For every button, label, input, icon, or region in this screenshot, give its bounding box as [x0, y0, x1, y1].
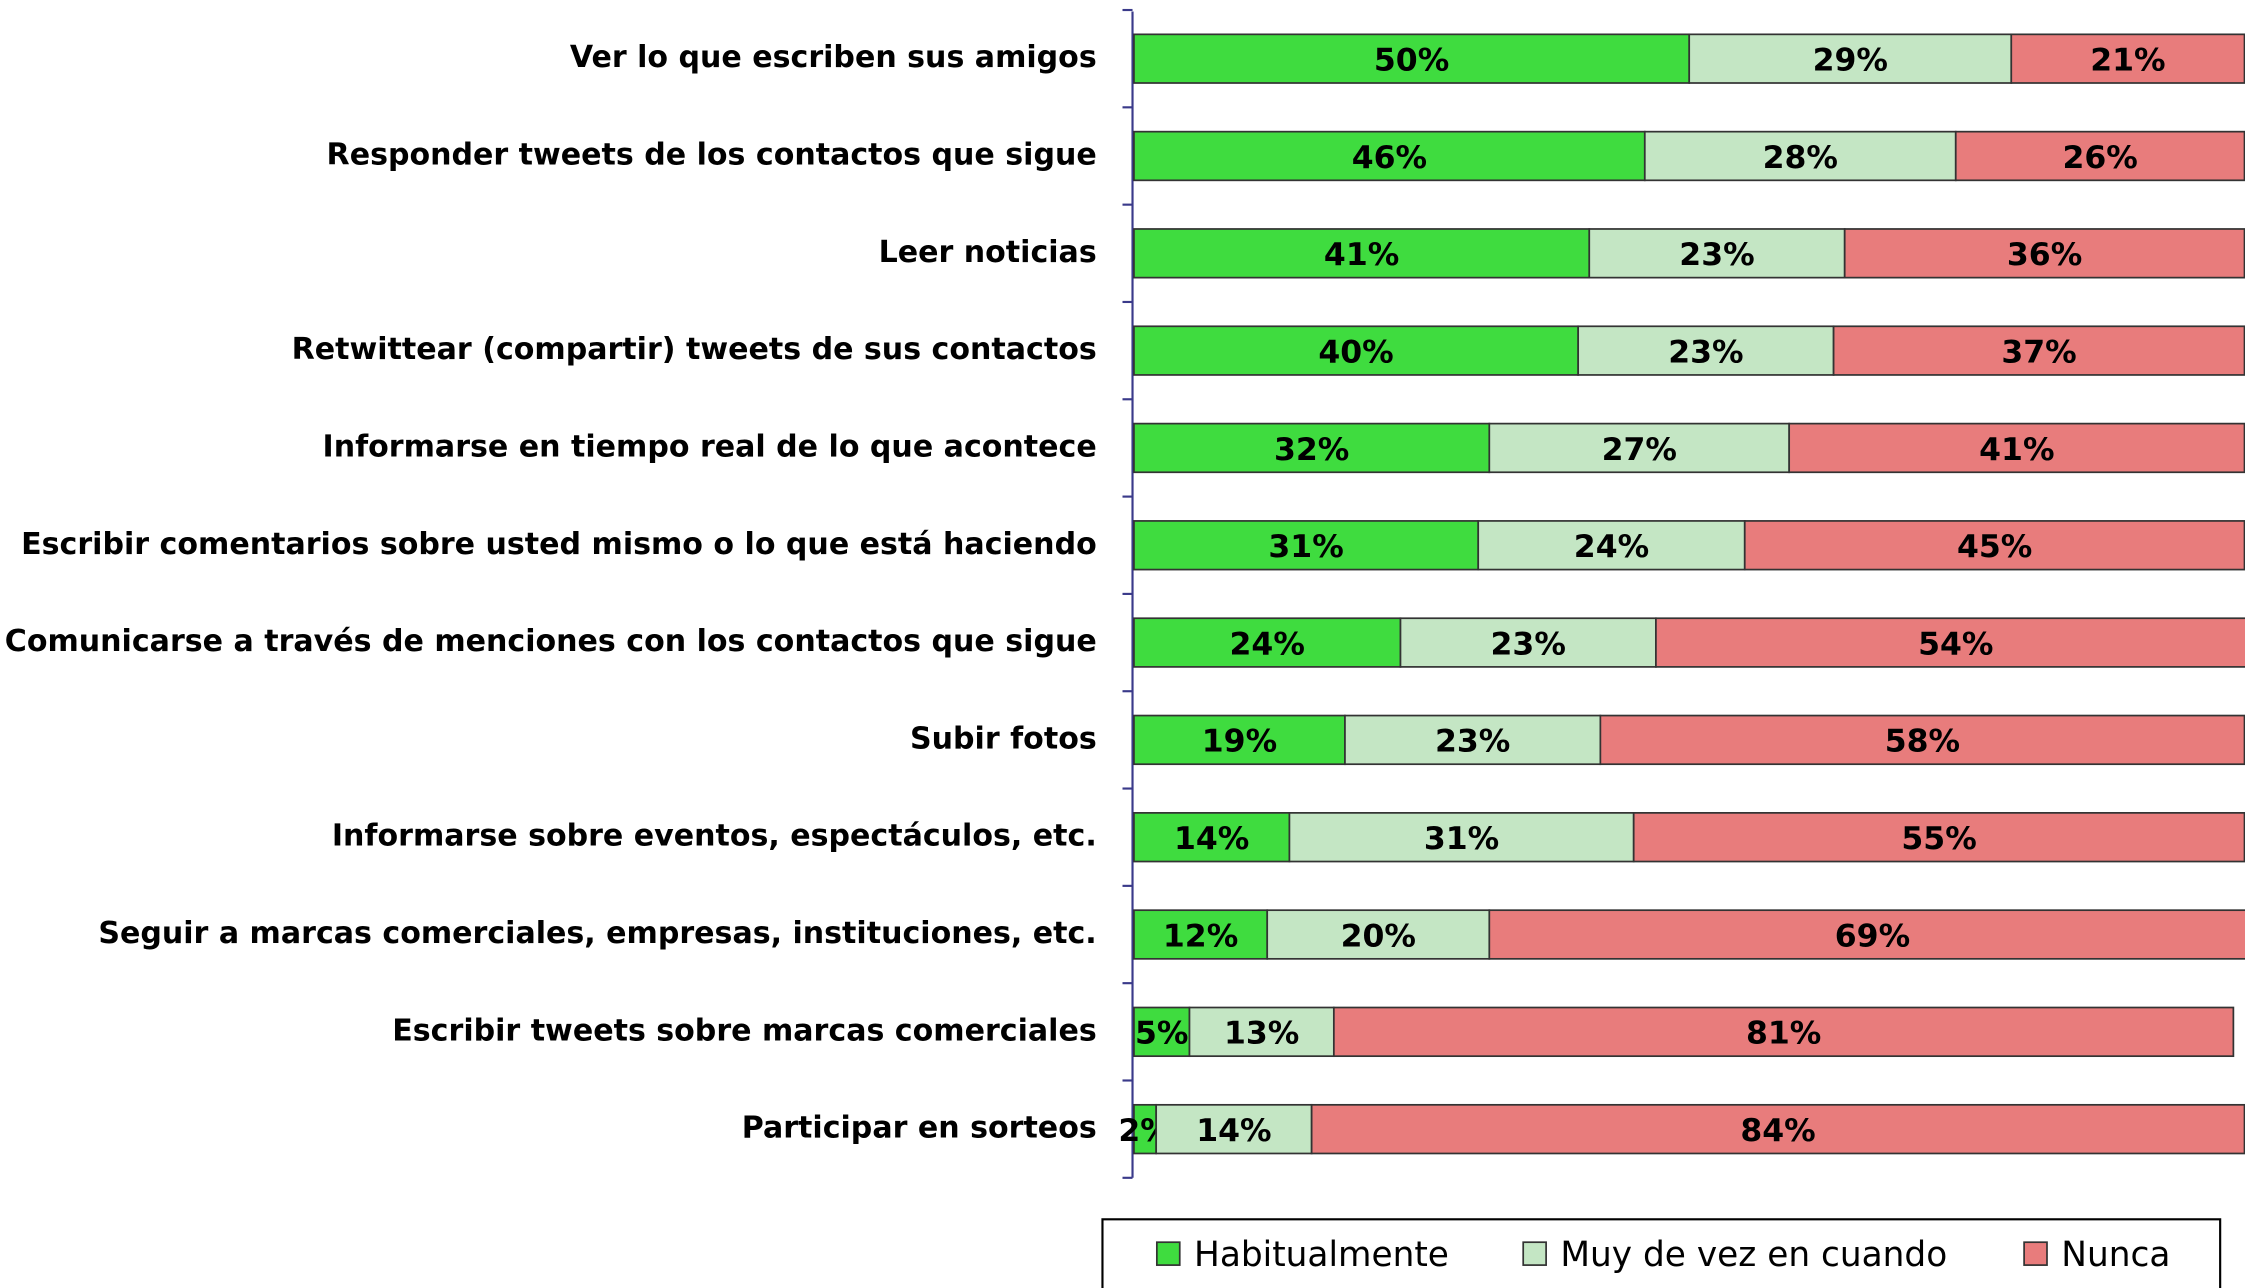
- value-label: 21%: [2090, 43, 2165, 79]
- legend-swatch: [1155, 1241, 1181, 1266]
- bar-segment: [1399, 617, 1657, 668]
- category-label: Ver lo que escriben sus amigos: [570, 40, 1097, 75]
- category-label: Informarse sobre eventos, espectáculos, …: [332, 819, 1097, 854]
- bar-segment: [1599, 714, 2245, 766]
- bar-segment: [1133, 325, 1580, 376]
- category-label: Escribir tweets sobre marcas comerciales: [392, 1013, 1096, 1048]
- bar-segment: [1133, 714, 1346, 766]
- value-label: 55%: [1901, 821, 1976, 857]
- value-label: 23%: [1679, 237, 1754, 273]
- bar-segment: [1133, 33, 1691, 84]
- value-label: 37%: [2001, 334, 2076, 370]
- bar-segment: [1332, 1006, 2235, 1058]
- category-label: Participar en sorteos: [742, 1111, 1097, 1146]
- value-label: 41%: [1979, 432, 2054, 468]
- value-label: 24%: [1574, 529, 1649, 565]
- value-label: 45%: [1957, 529, 2032, 565]
- bar-segment: [1133, 422, 1491, 474]
- bar-segment: [2010, 33, 2245, 84]
- value-label: 31%: [1268, 529, 1343, 565]
- value-label: 40%: [1318, 334, 1393, 370]
- bar-segment: [1310, 1103, 2245, 1155]
- value-label: 13%: [1224, 1016, 1299, 1052]
- bar-segment: [1288, 812, 1635, 863]
- bar-segment: [1954, 130, 2245, 182]
- bar-segment: [1577, 325, 1835, 376]
- value-label: 31%: [1424, 821, 1499, 857]
- bar-segment: [1843, 228, 2245, 279]
- value-label: 28%: [1763, 140, 1838, 176]
- bar-segment: [1743, 520, 2245, 571]
- bar-segment: [1488, 909, 2245, 960]
- bar-segment: [1655, 617, 2245, 668]
- bar-segment: [1133, 1006, 1191, 1058]
- value-label: 54%: [1918, 626, 1993, 662]
- legend-swatch: [1522, 1241, 1547, 1266]
- category-label: Escribir comentarios sobre usted mismo o…: [21, 527, 1097, 562]
- category-label: Informarse en tiempo real de lo que acon…: [323, 429, 1097, 464]
- value-label: 26%: [2062, 140, 2137, 176]
- value-label: 23%: [1435, 724, 1510, 760]
- bar-segment: [1133, 812, 1291, 863]
- category-label: Subir fotos: [910, 721, 1097, 756]
- value-label: 50%: [1374, 43, 1449, 79]
- value-label: 24%: [1230, 626, 1305, 662]
- value-label: 14%: [1174, 821, 1249, 857]
- bar-segment: [1133, 130, 1646, 182]
- legend-label: Muy de vez en cuando: [1560, 1235, 1947, 1275]
- value-label: 46%: [1352, 140, 1427, 176]
- bar-segment: [1266, 909, 1491, 960]
- legend-label: Nunca: [2061, 1235, 2170, 1275]
- bar-segment: [1133, 228, 1591, 279]
- category-label: Seguir a marcas comerciales, empresas, i…: [98, 916, 1096, 951]
- value-label: 20%: [1341, 918, 1416, 954]
- bar-segment: [1588, 228, 1846, 279]
- legend-label: Habitualmente: [1194, 1235, 1449, 1275]
- value-label: 84%: [1740, 1113, 1815, 1149]
- value-label: 81%: [1746, 1016, 1821, 1052]
- value-label: 14%: [1196, 1113, 1271, 1149]
- bar-segment: [1488, 422, 1791, 474]
- value-label: 23%: [1491, 626, 1566, 662]
- bar-segment: [1133, 909, 1269, 960]
- bar-segment: [1477, 520, 1746, 571]
- bar-segment: [1155, 1103, 1313, 1155]
- value-label: 32%: [1274, 432, 1349, 468]
- value-label: 5%: [1135, 1016, 1188, 1052]
- value-label: 19%: [1202, 724, 1277, 760]
- bar-segment: [1643, 130, 1957, 182]
- value-label: 29%: [1813, 43, 1888, 79]
- bar-segment: [1632, 812, 2245, 863]
- bar-segment: [1832, 325, 2245, 376]
- value-label: 36%: [2007, 237, 2082, 273]
- bar-segment: [1344, 714, 1602, 766]
- value-label: 58%: [1885, 724, 1960, 760]
- bar-segment: [1133, 520, 1480, 571]
- category-label: Responder tweets de los contactos que si…: [327, 137, 1097, 172]
- category-label: Comunicarse a través de menciones con lo…: [5, 624, 1097, 659]
- legend-swatch: [2023, 1241, 2048, 1266]
- value-label: 41%: [1324, 237, 1399, 273]
- bar-segment: [1788, 422, 2245, 474]
- value-label: 23%: [1668, 334, 1743, 370]
- category-label: Retwittear (compartir) tweets de sus con…: [292, 332, 1097, 367]
- value-label: 27%: [1602, 432, 1677, 468]
- value-label: 12%: [1163, 918, 1238, 954]
- value-label: 69%: [1835, 918, 1910, 954]
- category-label: Leer noticias: [879, 235, 1097, 270]
